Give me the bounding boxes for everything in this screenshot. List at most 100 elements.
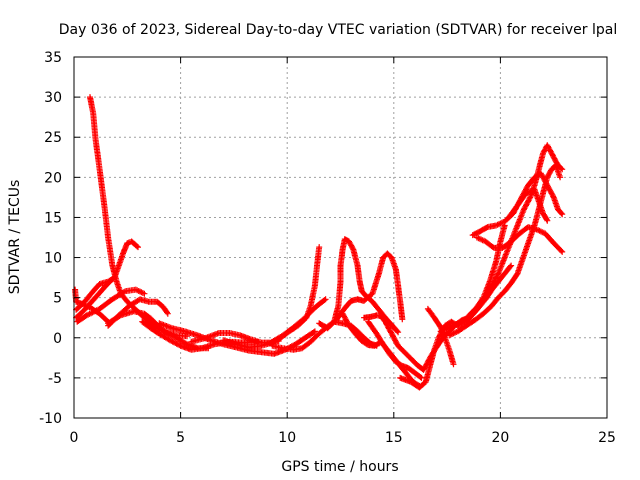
data-point [98, 308, 101, 310]
data-point [544, 232, 547, 235]
data-point [529, 196, 532, 199]
data-point [75, 308, 77, 311]
data-point [552, 242, 555, 245]
data-point [209, 339, 212, 342]
data-point [503, 290, 506, 293]
data-point [503, 256, 506, 259]
data-point [476, 236, 478, 239]
data-point [102, 200, 105, 203]
data-point [158, 332, 161, 335]
data-point [478, 231, 480, 233]
data-point [561, 213, 564, 216]
data-point [126, 242, 129, 245]
data-point [137, 246, 139, 249]
data-point [343, 238, 346, 241]
data-point [476, 308, 478, 311]
data-point [235, 343, 237, 346]
data-point [243, 341, 246, 344]
data-point [439, 330, 442, 333]
data-point [484, 296, 487, 299]
data-point [516, 224, 519, 227]
data-point [147, 300, 150, 303]
data-point [105, 284, 107, 287]
y-tick-label: 10 [44, 251, 62, 267]
y-axis-label: SDTVAR / TECUs [7, 180, 23, 295]
plot-area [72, 94, 566, 391]
data-point [335, 319, 338, 321]
data-point [516, 272, 519, 275]
data-point [201, 347, 203, 350]
series-arc-05 [74, 286, 148, 325]
data-point [98, 168, 101, 171]
data-point [382, 256, 384, 259]
data-point [486, 226, 489, 229]
data-point [360, 340, 363, 342]
data-point [356, 298, 359, 301]
data-point [271, 340, 274, 343]
data-point [369, 316, 372, 318]
data-point [444, 324, 446, 327]
data-point [184, 330, 186, 333]
data-point [301, 347, 303, 350]
data-point [410, 381, 412, 383]
data-point [292, 326, 295, 329]
data-point [375, 314, 378, 317]
data-point [98, 312, 101, 315]
data-point [450, 320, 453, 323]
data-point [373, 344, 376, 347]
data-point [380, 315, 382, 317]
data-point [410, 357, 412, 360]
data-point [132, 310, 135, 313]
data-point [510, 240, 512, 243]
data-point [495, 224, 497, 227]
data-point [433, 348, 436, 351]
data-point [520, 260, 523, 263]
data-point [501, 247, 504, 249]
data-point [186, 335, 188, 338]
data-point [292, 348, 295, 351]
data-point [416, 364, 419, 366]
data-point [343, 307, 346, 309]
data-point [546, 144, 549, 147]
data-point [510, 282, 512, 285]
data-point [166, 312, 169, 315]
data-point [488, 280, 491, 283]
data-point [179, 344, 182, 347]
data-point [371, 300, 374, 303]
data-point [354, 332, 357, 335]
data-point [326, 327, 329, 330]
data-point [122, 252, 124, 255]
data-point [94, 296, 97, 299]
x-tick-label: 10 [278, 430, 296, 446]
data-point [83, 308, 86, 311]
data-point [407, 367, 410, 370]
data-point [143, 292, 146, 295]
data-point [76, 320, 79, 323]
data-point [75, 316, 77, 319]
data-point [542, 212, 544, 215]
y-tick-label: 0 [53, 331, 62, 347]
data-point [497, 272, 500, 275]
data-point [399, 377, 402, 379]
data-point [401, 318, 404, 321]
data-point [561, 251, 564, 253]
data-point [437, 336, 440, 339]
data-point [309, 340, 312, 343]
data-point [190, 340, 193, 343]
data-point [444, 336, 446, 339]
data-point [527, 184, 529, 187]
data-point [529, 236, 532, 239]
data-point [493, 247, 495, 249]
data-point [352, 248, 355, 251]
series-markers [316, 236, 402, 336]
data-point [117, 264, 120, 267]
data-point [497, 280, 500, 283]
data-point [222, 343, 225, 346]
data-point [305, 336, 308, 338]
data-point [420, 377, 423, 379]
data-point [533, 176, 536, 179]
data-point [363, 300, 365, 302]
data-point [124, 290, 127, 293]
data-point [375, 332, 378, 335]
